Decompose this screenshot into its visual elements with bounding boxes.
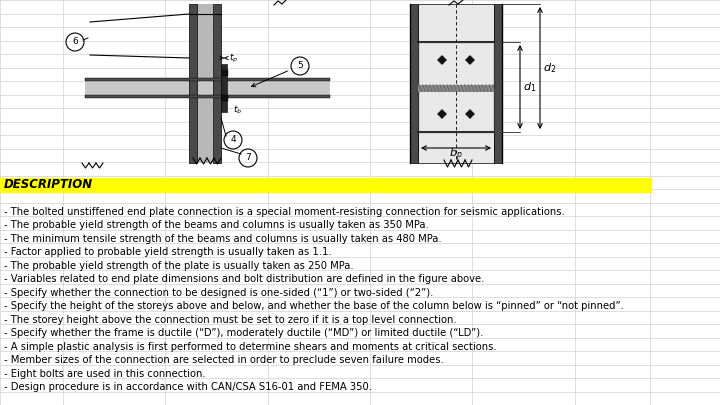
Text: $d_2$: $d_2$ <box>543 61 557 75</box>
Bar <box>85 78 330 81</box>
Text: $t_b$: $t_b$ <box>233 104 242 116</box>
Text: - The storey height above the connection must be set to zero if it is a top leve: - The storey height above the connection… <box>4 315 456 325</box>
Text: - The bolted unstiffened end plate connection is a special moment-resisting conn: - The bolted unstiffened end plate conne… <box>4 207 564 217</box>
Bar <box>418 85 494 92</box>
Bar <box>418 42 494 132</box>
Text: - Factor applied to probable yield strength is usually taken as 1.1.: - Factor applied to probable yield stren… <box>4 247 332 257</box>
Text: 6: 6 <box>72 38 78 47</box>
Text: $b_p$: $b_p$ <box>449 147 463 163</box>
Text: - A simple plastic analysis is first performed to determine shears and moments a: - A simple plastic analysis is first per… <box>4 342 497 352</box>
Polygon shape <box>466 55 474 64</box>
Polygon shape <box>438 55 446 64</box>
Bar <box>85 81 330 95</box>
Text: DESCRIPTION: DESCRIPTION <box>4 178 93 191</box>
Polygon shape <box>438 109 446 119</box>
Bar <box>85 95 330 98</box>
Text: 5: 5 <box>297 62 303 70</box>
Text: - Design procedure is in accordance with CAN/CSA S16-01 and FEMA 350.: - Design procedure is in accordance with… <box>4 382 372 392</box>
Bar <box>221 64 227 112</box>
Text: - Eight bolts are used in this connection.: - Eight bolts are used in this connectio… <box>4 369 206 379</box>
Text: - Variables related to end plate dimensions and bolt distribution are defined in: - Variables related to end plate dimensi… <box>4 274 485 284</box>
Bar <box>418 4 494 163</box>
Text: - Specify whether the connection to be designed is one-sided (“1”) or two-sided : - Specify whether the connection to be d… <box>4 288 433 298</box>
Text: 7: 7 <box>245 153 251 162</box>
Text: - The minimum tensile strength of the beams and columns is usually taken as 480 : - The minimum tensile strength of the be… <box>4 234 441 244</box>
Text: - The probable yield strength of the beams and columns is usually taken as 350 M: - The probable yield strength of the bea… <box>4 220 428 230</box>
Polygon shape <box>466 109 474 119</box>
Bar <box>222 95 228 101</box>
Bar <box>410 4 418 163</box>
Text: - The probable yield strength of the plate is usually taken as 250 MPa.: - The probable yield strength of the pla… <box>4 261 354 271</box>
Text: $t_p$: $t_p$ <box>229 51 238 64</box>
Bar <box>189 4 197 163</box>
Text: - Member sizes of the connection are selected in order to preclude seven failure: - Member sizes of the connection are sel… <box>4 355 444 365</box>
Text: $d_1$: $d_1$ <box>523 80 536 94</box>
Text: - Specify whether the frame is ductile (“D”), moderately ductile (“MD”) or limit: - Specify whether the frame is ductile (… <box>4 328 483 338</box>
Bar <box>197 4 213 163</box>
Bar <box>494 4 502 163</box>
Bar <box>222 70 228 76</box>
Text: - Specify the height of the storeys above and below, and whether the base of the: - Specify the height of the storeys abov… <box>4 301 624 311</box>
Bar <box>0 178 651 192</box>
Bar <box>213 4 221 163</box>
Text: 4: 4 <box>230 136 236 145</box>
